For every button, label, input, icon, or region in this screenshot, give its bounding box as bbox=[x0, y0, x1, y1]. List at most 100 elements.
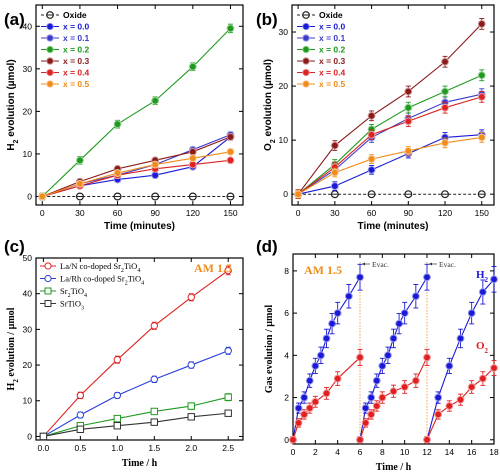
legend-label: x = 0.5 bbox=[319, 79, 346, 89]
y-tick-label: 50 bbox=[23, 253, 33, 263]
data-point bbox=[411, 376, 420, 385]
y-tick-label: 40 bbox=[23, 21, 33, 31]
data-point bbox=[367, 155, 376, 163]
data-point bbox=[224, 266, 232, 275]
legend-label: x = 0.0 bbox=[63, 22, 90, 32]
legend-marker bbox=[44, 262, 52, 270]
data-point bbox=[224, 347, 232, 355]
data-point bbox=[311, 361, 320, 370]
series-line bbox=[42, 136, 231, 198]
data-point bbox=[404, 87, 413, 96]
data-point bbox=[300, 393, 309, 402]
legend-marker bbox=[302, 34, 310, 42]
y-tick-label: 0 bbox=[284, 435, 289, 445]
data-point bbox=[361, 418, 370, 427]
data-point bbox=[445, 361, 454, 370]
series-x-0-0 bbox=[294, 129, 486, 199]
legend-marker bbox=[46, 68, 54, 77]
data-point bbox=[441, 103, 449, 112]
x-tick-label: 14 bbox=[445, 447, 455, 457]
series-line bbox=[41, 28, 231, 197]
data-point bbox=[300, 410, 309, 419]
data-point bbox=[38, 192, 47, 201]
x-tick-label: 150 bbox=[223, 208, 237, 218]
data-point bbox=[76, 425, 85, 433]
legend-marker bbox=[302, 57, 310, 65]
data-point bbox=[294, 404, 303, 413]
y-tick-label: 4 bbox=[284, 350, 289, 360]
data-point bbox=[330, 141, 339, 150]
plot-frame bbox=[292, 253, 495, 445]
data-point bbox=[367, 165, 376, 174]
series-h2 bbox=[289, 263, 498, 444]
legend-label: x = 0.5 bbox=[63, 79, 90, 89]
series-la-rh-co-doped-sr2tio4 bbox=[39, 346, 232, 441]
data-point bbox=[400, 383, 409, 391]
panel-label: (a) bbox=[4, 10, 25, 29]
data-point bbox=[456, 395, 465, 404]
series-label-o2: O2 bbox=[476, 340, 489, 355]
data-point bbox=[361, 404, 370, 413]
data-point bbox=[400, 309, 409, 318]
data-point bbox=[395, 319, 403, 328]
x-tick-label: 16 bbox=[467, 447, 477, 457]
data-point bbox=[289, 435, 297, 444]
data-point bbox=[477, 92, 486, 101]
data-point bbox=[404, 103, 413, 112]
data-point bbox=[188, 62, 197, 71]
data-point bbox=[294, 418, 303, 427]
y-tick-label: 10 bbox=[279, 135, 289, 145]
series-o2 bbox=[289, 348, 498, 444]
data-point bbox=[322, 334, 331, 343]
series-line bbox=[297, 23, 483, 195]
data-point bbox=[367, 130, 376, 139]
x-tick-label: 150 bbox=[475, 208, 489, 218]
data-point bbox=[311, 397, 320, 406]
legend-label: SrTiO3 bbox=[60, 299, 84, 312]
legend-label: x = 0.1 bbox=[319, 33, 346, 43]
data-point bbox=[441, 87, 449, 96]
data-point bbox=[322, 389, 331, 398]
data-point bbox=[224, 393, 232, 401]
legend-marker bbox=[46, 45, 54, 54]
series-line bbox=[43, 396, 229, 437]
data-point bbox=[330, 182, 339, 190]
x-tick-label: 1.5 bbox=[148, 443, 160, 453]
data-point bbox=[317, 351, 325, 360]
x-axis-label: Time / h bbox=[376, 462, 412, 473]
data-point bbox=[151, 160, 160, 169]
series-line bbox=[297, 136, 482, 195]
series-x-0-5 bbox=[38, 147, 235, 201]
data-point bbox=[188, 154, 197, 163]
data-point bbox=[467, 383, 476, 391]
x-tick-label: 60 bbox=[113, 208, 123, 218]
series-line bbox=[43, 350, 229, 437]
legend-label: x = 0.4 bbox=[63, 68, 90, 78]
data-point bbox=[333, 309, 342, 318]
series-oxide bbox=[38, 192, 235, 201]
data-point bbox=[478, 288, 487, 296]
legend-label: x = 0.3 bbox=[319, 56, 346, 66]
data-point bbox=[226, 147, 235, 156]
legend-label: La/N co-doped Sr2TiO4 bbox=[60, 261, 140, 274]
annotation-am15: AM 1.5 bbox=[194, 261, 232, 275]
y-axis-label: H2 evolution (µmol) bbox=[6, 59, 20, 150]
y-tick-label: 30 bbox=[23, 64, 33, 74]
data-point bbox=[367, 111, 376, 120]
data-point bbox=[150, 375, 158, 384]
x-tick-label: 0 bbox=[291, 447, 296, 457]
series-line bbox=[42, 151, 231, 198]
legend-label: x = 0.3 bbox=[63, 56, 90, 66]
legend-marker bbox=[302, 22, 310, 31]
legend-label: x = 0.1 bbox=[63, 33, 90, 43]
x-tick-label: 18 bbox=[489, 447, 499, 457]
data-point bbox=[356, 435, 364, 444]
data-point bbox=[378, 361, 387, 370]
x-axis-label: Time (minutes) bbox=[358, 221, 429, 232]
series-x-0-4 bbox=[294, 91, 486, 199]
panel-label: (c) bbox=[4, 237, 25, 256]
y-axis-label: Gas evolution / µmol bbox=[264, 305, 275, 393]
data-point bbox=[344, 292, 353, 301]
data-point bbox=[356, 353, 364, 362]
